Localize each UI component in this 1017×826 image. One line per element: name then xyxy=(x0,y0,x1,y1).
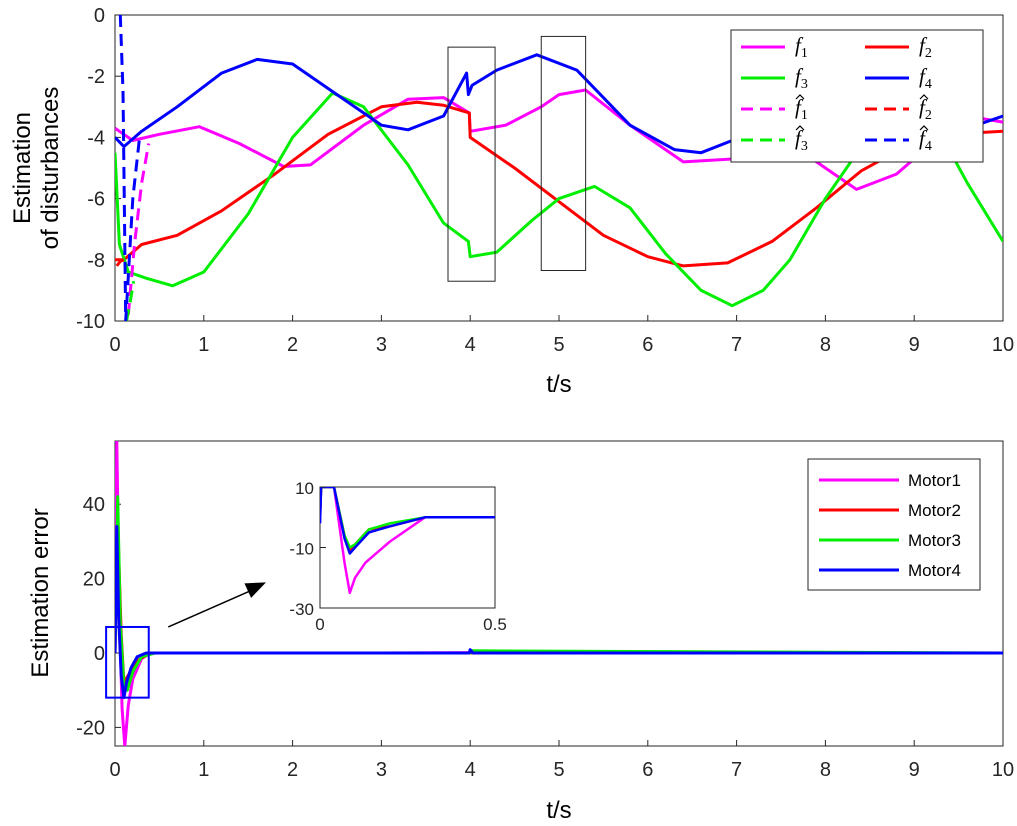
inset-y-tick-label: -10 xyxy=(289,540,314,559)
legend-label: f4 xyxy=(919,126,932,154)
disturbance-x-tick-label: 5 xyxy=(553,334,564,356)
disturbance-legend: f1 f2 f3 f4 f1 f2 f3 f4 xyxy=(730,29,984,163)
disturbance-y-tick-label: 0 xyxy=(94,5,105,27)
error-y-axis-label: Estimation error xyxy=(27,508,54,677)
disturbance-x-tick-label: 2 xyxy=(287,334,298,356)
error-x-tick-label: 5 xyxy=(553,759,564,781)
inset-x-tick-label: 0.5 xyxy=(483,615,507,634)
zoom-highlight-box xyxy=(540,35,587,272)
disturbance-y-tick-label: -6 xyxy=(87,189,105,211)
disturbance-y-axis-label-line2: of disturbances xyxy=(37,87,64,250)
legend-label: f2 xyxy=(919,95,932,123)
inset-y-tick-label: 10 xyxy=(295,479,314,498)
hat-accent xyxy=(795,94,805,100)
error-y-tick-label: 40 xyxy=(83,494,105,516)
inset-x-tick-label: 0 xyxy=(315,615,324,634)
error-x-tick-label: 2 xyxy=(287,759,298,781)
disturbance-x-tick-label: 9 xyxy=(909,334,920,356)
legend-label: f3 xyxy=(795,126,808,154)
legend-label: Motor4 xyxy=(908,561,961,580)
disturbance-series-line xyxy=(115,91,1003,308)
inset-series-line xyxy=(320,487,495,555)
error-x-tick-label: 6 xyxy=(642,759,653,781)
disturbance-x-tick-label: 8 xyxy=(820,334,831,356)
error-x-tick-label: 1 xyxy=(198,759,209,781)
error-legend: Motor1 Motor2 Motor3 Motor4 xyxy=(807,458,981,591)
error-x-tick-label: 7 xyxy=(731,759,742,781)
disturbance-series-line xyxy=(126,143,151,316)
legend-label: Motor1 xyxy=(908,471,961,490)
disturbance-chart: 0 1 2 3 4 5 6 7 8 9 100-2-4-6-8-10 t/s Estimation … xyxy=(9,5,1014,398)
legend-label: f1 xyxy=(795,33,808,61)
hat-accent xyxy=(919,94,929,100)
legend-label: f2 xyxy=(919,33,932,61)
error-x-tick-label: 8 xyxy=(820,759,831,781)
error-x-axis-label: t/s xyxy=(546,797,571,824)
inset-series-line xyxy=(320,487,495,595)
disturbance-x-tick-label: 4 xyxy=(465,334,476,356)
disturbance-y-axis-label-line1: Estimation xyxy=(9,112,36,224)
legend-box xyxy=(730,29,984,163)
hat-accent xyxy=(919,125,929,131)
legend-label: Motor2 xyxy=(908,501,961,520)
disturbance-series-line xyxy=(115,258,125,267)
legend-label: f4 xyxy=(919,64,932,92)
disturbance-x-tick-label: 0 xyxy=(109,334,120,356)
zoom-arrow-head xyxy=(244,582,266,598)
error-y-tick-label: 20 xyxy=(83,569,105,591)
error-x-tick-label: 0 xyxy=(109,759,120,781)
disturbance-x-tick-label: 1 xyxy=(198,334,209,356)
zoom-source-box xyxy=(105,625,150,699)
legend-label: f1 xyxy=(795,95,808,123)
disturbance-x-tick-label: 3 xyxy=(376,334,387,356)
disturbance-y-tick-label: -10 xyxy=(76,311,105,333)
inset-series-line xyxy=(320,487,495,549)
error-x-tick-label: 4 xyxy=(465,759,476,781)
legend-label: f3 xyxy=(795,64,808,92)
error-y-tick-label: 0 xyxy=(94,643,105,665)
disturbance-series-line xyxy=(125,280,136,321)
hat-accent xyxy=(795,125,805,131)
zoom-arrow xyxy=(167,587,257,628)
disturbance-y-tick-label: -8 xyxy=(87,250,105,272)
error-series-line xyxy=(115,525,1003,700)
error-x-tick-label: 10 xyxy=(992,759,1014,781)
legend-label: Motor3 xyxy=(908,531,961,550)
disturbance-x-tick-label: 10 xyxy=(992,334,1014,356)
disturbance-y-tick-label: -2 xyxy=(87,66,105,88)
disturbance-y-tick-label: -4 xyxy=(87,127,105,149)
error-x-tick-label: 3 xyxy=(376,759,387,781)
inset-plot-area xyxy=(319,486,496,609)
disturbance-x-axis-label: t/s xyxy=(546,371,571,398)
error-x-tick-label: 9 xyxy=(909,759,920,781)
inset-y-tick-label: -30 xyxy=(289,600,314,619)
zoom-highlight-box xyxy=(447,46,496,282)
error-inset: 0 0.5 10 -10 -30 xyxy=(289,479,506,634)
error-y-tick-label: -20 xyxy=(76,717,105,739)
disturbance-x-tick-label: 7 xyxy=(731,334,742,356)
disturbance-x-tick-label: 6 xyxy=(642,334,653,356)
